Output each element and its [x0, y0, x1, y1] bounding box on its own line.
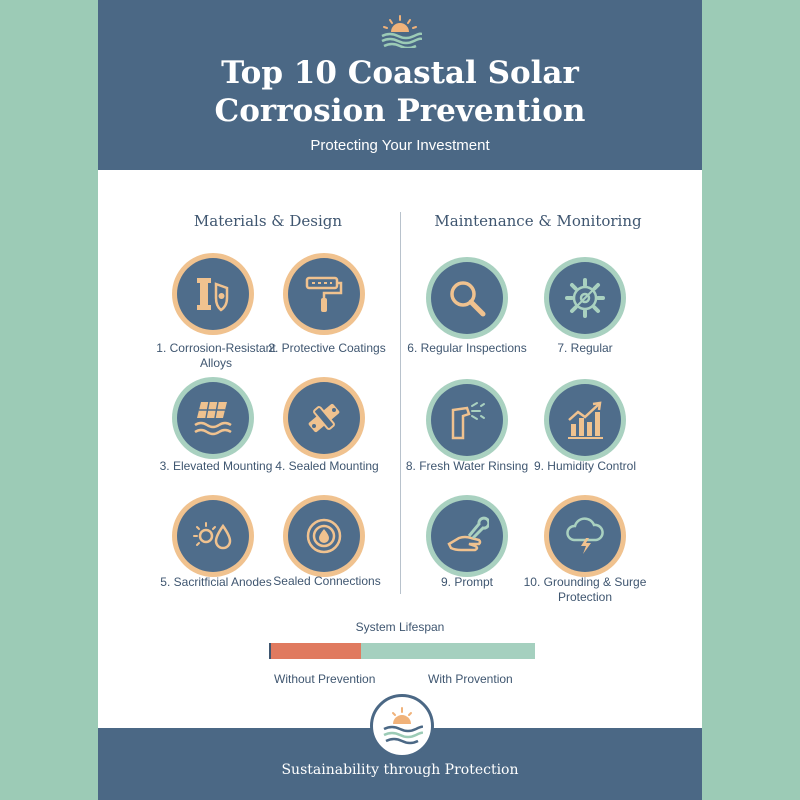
solar-panel-waves-icon	[177, 382, 249, 454]
lifespan-title: System Lifespan	[355, 620, 445, 634]
item-label-7: 6. Regular Inspections	[407, 341, 527, 355]
item-label-5: 5. Sacritficial Anodes	[160, 575, 272, 589]
item-label-2: 2. Protective Coatings	[268, 341, 386, 355]
lifespan-label-without: Without Prevention	[274, 672, 376, 686]
spray-bottle-icon	[431, 384, 503, 456]
magnifier-icon	[431, 262, 503, 334]
lifespan-bar-without-prevention	[271, 643, 361, 659]
section-title-maintenance: Maintenance & Monitoring	[434, 212, 642, 230]
lifespan-bar	[269, 643, 535, 659]
sun-water-drop-icon	[177, 500, 249, 572]
item-label-6: Sealed Connections	[273, 574, 381, 588]
section-title-materials: Materials & Design	[193, 212, 343, 230]
item-label-8: 7. Regular	[557, 341, 613, 355]
column-divider	[400, 212, 401, 594]
item-label-1: 1. Corrosion-Resistant Alloys	[156, 341, 276, 370]
item-label-3: 3. Elevated Mounting	[159, 459, 273, 473]
item-label-10: 9. Humidity Control	[533, 459, 637, 473]
item-label-9: 8. Fresh Water Rinsing	[405, 459, 529, 473]
title-line-1: Top 10 Coastal Solar	[221, 55, 579, 91]
sun-waves-logo-icon	[381, 15, 422, 48]
sealed-bracket-icon	[288, 382, 360, 454]
item-label-11: 9. Prompt	[440, 575, 494, 589]
footer-logo-badge	[370, 694, 434, 758]
hand-wrench-icon	[431, 500, 503, 572]
subtitle: Protecting Your Investment	[310, 137, 490, 154]
item-label-4: 4. Sealed Mounting	[275, 459, 379, 473]
title-line-2: Corrosion Prevention	[214, 93, 586, 129]
cloud-lightning-icon	[549, 500, 621, 572]
footer-sun-waves-icon	[383, 707, 423, 745]
paint-roller-icon	[288, 258, 360, 330]
item-label-12: 10. Grounding & Surge Protection	[523, 575, 647, 604]
gear-icon	[549, 262, 621, 334]
growth-chart-icon	[549, 384, 621, 456]
footer-text: Sustainability through Protection	[281, 762, 519, 778]
header-banner: Top 10 Coastal Solar Corrosion Preventio…	[98, 0, 702, 170]
lifespan-label-with: With Provention	[428, 672, 513, 686]
infographic-card: Top 10 Coastal Solar Corrosion Preventio…	[98, 0, 702, 800]
alloy-shield-icon	[177, 258, 249, 330]
seal-ring-icon	[288, 500, 360, 572]
